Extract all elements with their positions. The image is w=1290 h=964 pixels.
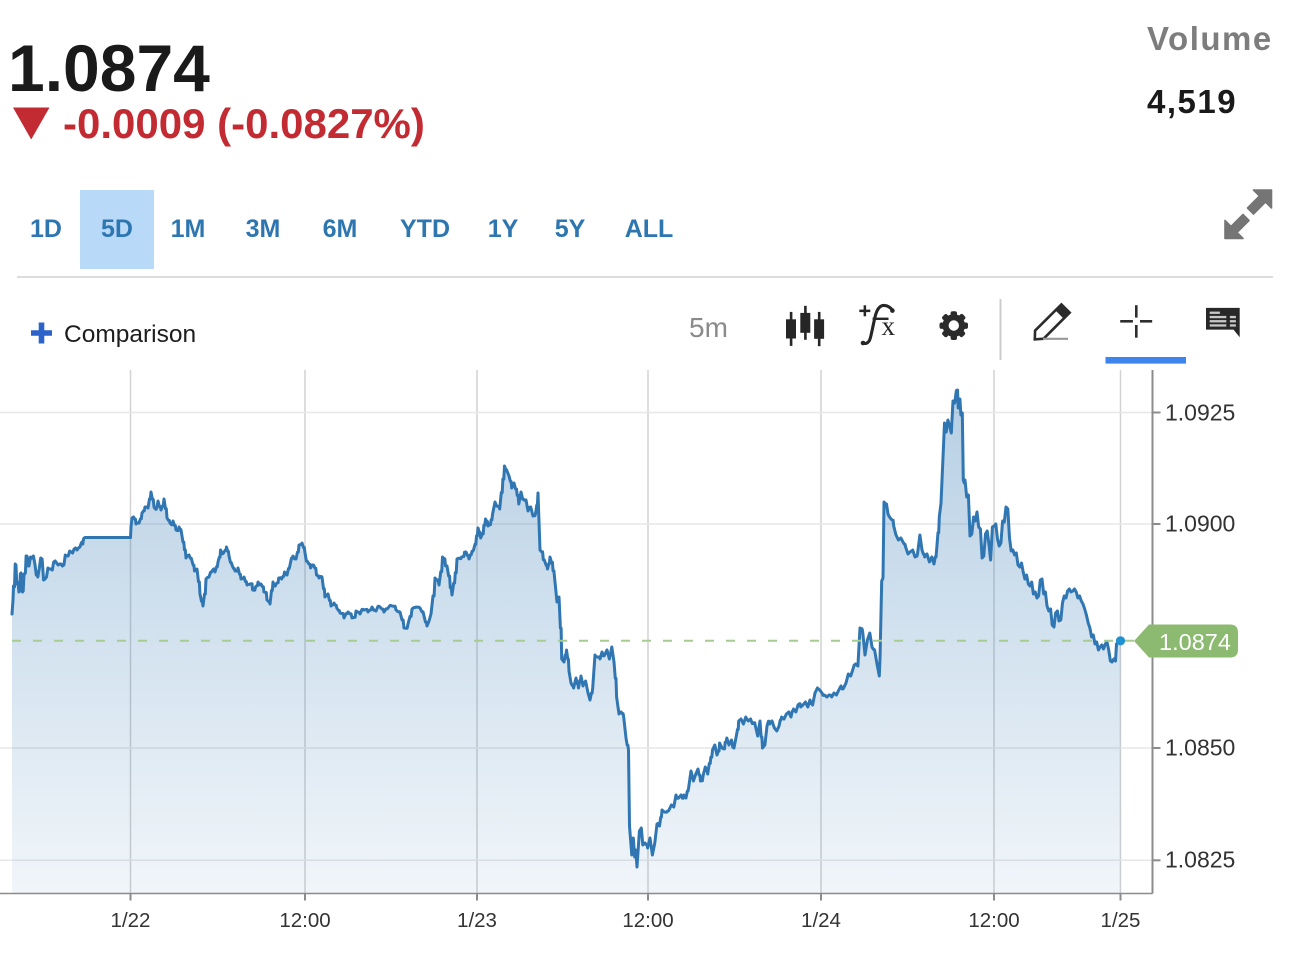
svg-text:x: x (882, 311, 896, 341)
